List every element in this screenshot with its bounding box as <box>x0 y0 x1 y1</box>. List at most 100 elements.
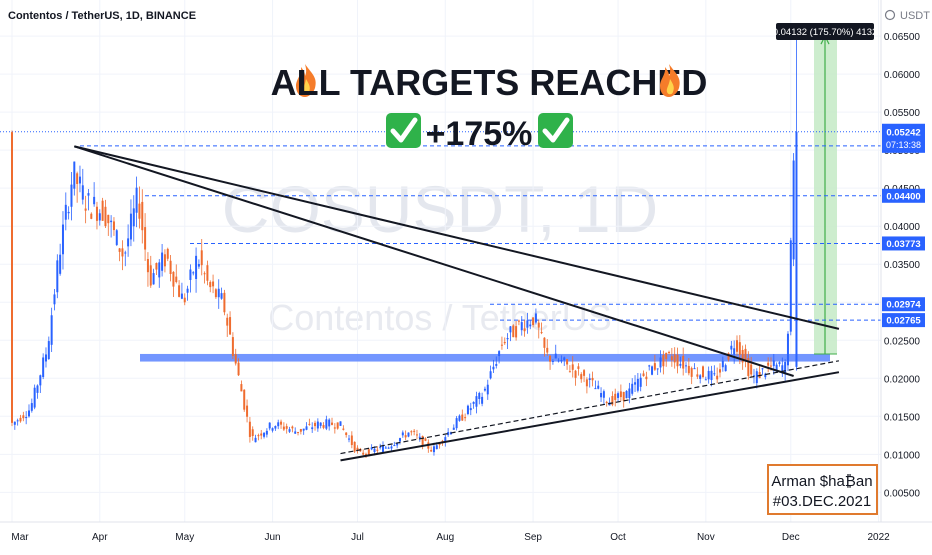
signature-name: Arman $ha₿an <box>771 473 872 490</box>
candle-down <box>178 285 181 297</box>
price-tick-label: 0.06500 <box>884 32 921 43</box>
candle-up <box>42 357 45 378</box>
candle-down <box>231 337 234 356</box>
candle-down <box>690 368 693 377</box>
candle-down <box>333 427 336 429</box>
candle-up <box>452 427 455 430</box>
candle-up <box>752 375 755 377</box>
candle-down <box>285 426 288 429</box>
candle-down <box>543 337 546 348</box>
candle-down <box>415 434 418 436</box>
candle-up <box>393 445 396 447</box>
candle-up <box>534 313 537 323</box>
candle-down <box>702 366 705 378</box>
candle-up <box>98 213 101 221</box>
price-tick-label: 0.05500 <box>884 108 921 119</box>
candle-up <box>707 370 710 380</box>
candle-down <box>169 260 172 274</box>
candle-down <box>118 248 121 252</box>
time-tick-label: Jul <box>351 532 364 543</box>
candle-up <box>699 375 702 379</box>
candle-up <box>127 238 130 247</box>
candle-up <box>305 426 308 430</box>
candle-down <box>662 355 665 367</box>
candle-up <box>36 385 39 393</box>
candle-up <box>277 422 280 427</box>
candle-down <box>19 417 22 422</box>
candle-up <box>195 255 198 280</box>
candle-down <box>580 374 583 380</box>
candle-down <box>767 362 770 366</box>
candle-up <box>384 447 387 449</box>
headline-banner: ALL TARGETS REACHED +175% <box>271 62 708 153</box>
candle-down <box>367 449 370 456</box>
signature-date: #03.DEC.2021 <box>773 493 871 510</box>
candle-up <box>56 260 59 293</box>
candle-up <box>81 185 84 200</box>
candle-down <box>605 401 608 403</box>
time-tick-label: 2022 <box>867 532 890 543</box>
candle-up <box>685 365 688 367</box>
candle-up <box>761 368 764 370</box>
candle-down <box>84 208 87 211</box>
candle-up <box>263 432 266 437</box>
candle-up <box>197 263 200 267</box>
candle-up <box>730 345 733 350</box>
currency-label: USDT <box>900 10 930 22</box>
candle-up <box>458 415 461 421</box>
candle-down <box>336 422 339 429</box>
candle-up <box>271 428 274 431</box>
candle-up <box>656 368 659 370</box>
trendline-uptrend <box>340 371 840 462</box>
candle-up <box>370 447 373 450</box>
candle-up <box>129 213 132 240</box>
candle-down <box>243 389 246 410</box>
candle-up <box>648 365 651 367</box>
candle-down <box>716 375 719 380</box>
candle-up <box>600 393 603 398</box>
candle-up <box>475 396 478 407</box>
candle-down <box>223 292 226 313</box>
candle-down <box>645 376 648 380</box>
fire-icon <box>296 64 316 97</box>
current-price-label: 0.05242 <box>886 127 920 138</box>
currency-dropdown-icon[interactable] <box>884 9 896 21</box>
time-tick-label: Nov <box>697 532 715 543</box>
candle-down <box>464 417 467 419</box>
candle-down <box>523 328 526 332</box>
candle-up <box>274 426 277 429</box>
candle-down <box>146 259 149 273</box>
candle-up <box>784 362 787 374</box>
candle-down <box>577 366 580 369</box>
time-axis[interactable]: Mar Apr May Jun Jul Aug Sep Oct Nov Dec 2022 <box>11 532 890 543</box>
candle-down <box>206 265 209 281</box>
candle-up <box>617 393 620 398</box>
candle-down <box>101 200 104 221</box>
fire-icon <box>660 64 680 97</box>
candle-up <box>396 442 399 446</box>
support-zone <box>140 353 830 362</box>
candle-down <box>121 248 124 257</box>
candle-down <box>568 371 571 373</box>
candle-up <box>53 294 56 305</box>
candle-down <box>260 433 263 436</box>
headline-text: ALL TARGETS REACHED <box>271 62 708 103</box>
candle-down <box>314 422 317 427</box>
candle-up <box>93 196 96 205</box>
price-tick-label: 0.02500 <box>884 336 921 347</box>
candle-up <box>319 422 322 426</box>
candle-down <box>234 354 237 364</box>
candle-down <box>209 281 212 288</box>
candle-up <box>651 366 654 375</box>
candle-up <box>379 446 382 448</box>
candle-down <box>665 352 668 359</box>
candle-down <box>214 289 217 298</box>
candle-down <box>280 421 283 425</box>
candle-down <box>175 276 178 283</box>
candle-up <box>25 417 28 419</box>
candle-down <box>515 326 518 338</box>
candle-down <box>727 353 730 360</box>
level-price-tag <box>882 297 925 312</box>
